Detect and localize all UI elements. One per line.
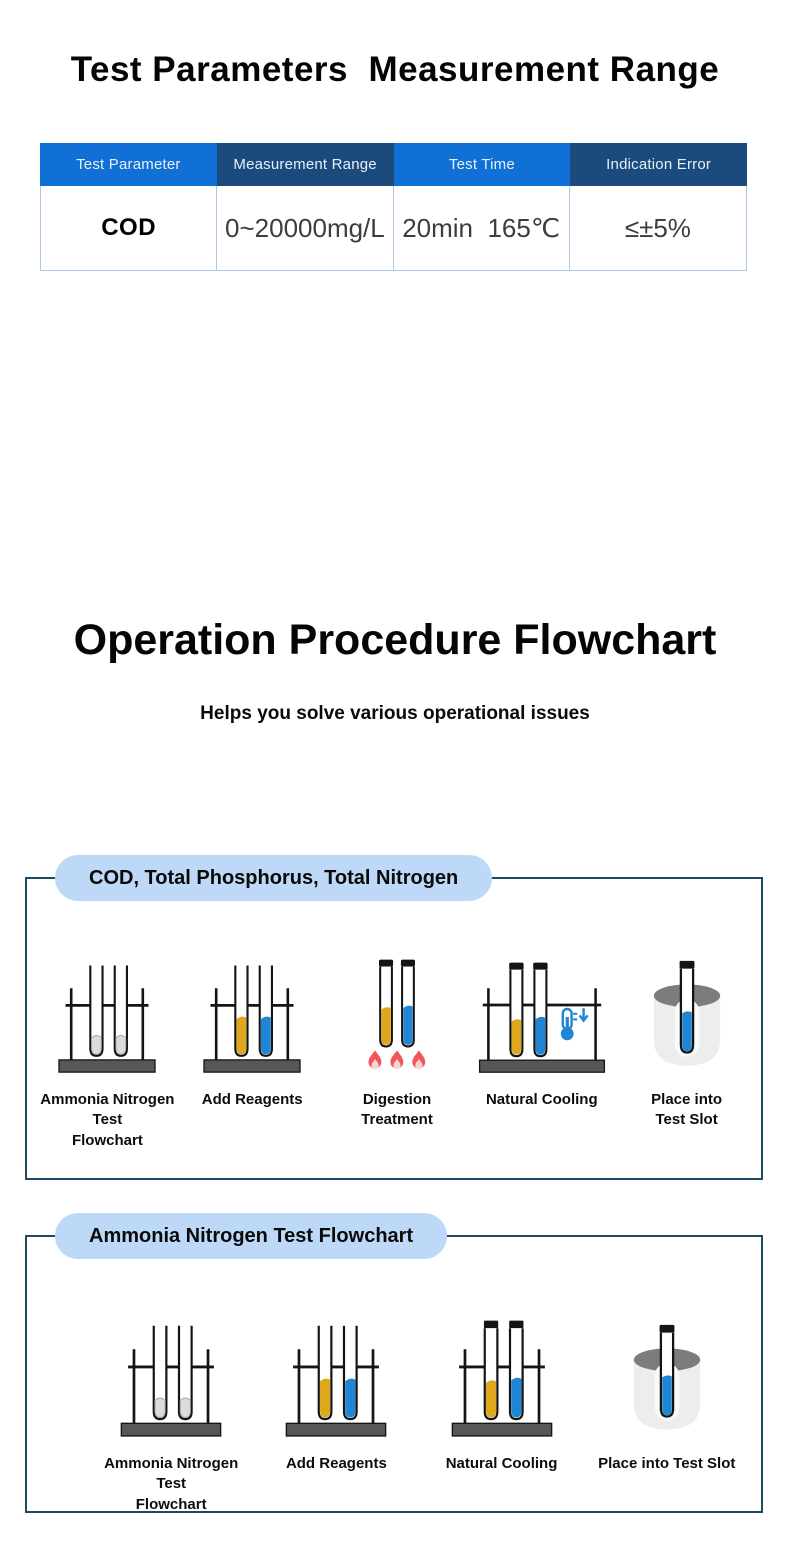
spec-table-header-time: Test Time: [393, 143, 571, 186]
flowchart-step: Place into Test Slot: [586, 1311, 748, 1515]
flowchart-step: Digestion Treatment: [325, 947, 470, 1151]
cell-time: 20min 165℃: [394, 186, 570, 270]
table-row: COD 0~20000mg/L 20min 165℃ ≤±5%: [40, 186, 747, 271]
step-label: Place into Test Slot: [651, 1091, 723, 1129]
flowchart-step: Ammonia Nitrogen Test Flowchart: [90, 1311, 252, 1515]
spec-table: Test Parameter Measurement Range Test Ti…: [40, 143, 747, 271]
test-tube-rack-icon: [54, 947, 160, 1077]
test-slot-icon: [639, 947, 735, 1077]
step-label: Place into Test Slot: [598, 1455, 736, 1472]
flowchart-step: Add Reagents: [255, 1311, 417, 1515]
natural-cooling-icon: [447, 1311, 557, 1441]
spec-table-header-error: Indication Error: [570, 143, 747, 186]
step-label: Natural Cooling: [445, 1455, 558, 1472]
flowchart-step: Add Reagents: [180, 947, 325, 1151]
spec-table-header-row: Test Parameter Measurement Range Test Ti…: [40, 143, 747, 186]
step-label: Natural Cooling: [485, 1091, 598, 1108]
add-reagents-icon: [199, 947, 305, 1077]
step-label: Add Reagents: [201, 1091, 303, 1108]
cell-range: 0~20000mg/L: [217, 186, 394, 270]
natural-cooling-thermometer-icon: [478, 947, 606, 1077]
flowchart-steps: Ammonia Nitrogen Test Flowchart Add Reag…: [35, 947, 759, 1151]
flowchart-box-cod: COD, Total Phosphorus, Total Nitrogen Am…: [25, 855, 763, 1180]
step-label: Add Reagents: [285, 1455, 387, 1472]
page-title: Test Parameters Measurement Range: [70, 50, 720, 89]
step-label: Ammonia Nitrogen Test Flowchart: [40, 1091, 175, 1149]
cell-parameter: COD: [41, 186, 218, 270]
flowchart-title-pill: Ammonia Nitrogen Test Flowchart: [55, 1213, 448, 1259]
flowchart-steps: Ammonia Nitrogen Test Flowchart Add Reag…: [87, 1311, 751, 1515]
flowchart-step: Ammonia Nitrogen Test Flowchart: [35, 947, 180, 1151]
flowchart-section-title: Operation Procedure Flowchart: [73, 616, 717, 664]
flowchart-step: Natural Cooling: [469, 947, 614, 1151]
digestion-flames-icon: [364, 947, 430, 1077]
flowchart-step: Place into Test Slot: [614, 947, 759, 1151]
spec-table-header-parameter: Test Parameter: [40, 143, 217, 186]
flowchart-section-subtitle: Helps you solve various operational issu…: [200, 703, 590, 724]
cell-error: ≤±5%: [624, 212, 691, 243]
flowchart-step: Natural Cooling: [421, 1311, 583, 1515]
thermometer-glyph: [560, 1007, 589, 1041]
flowchart-box-ammonia: Ammonia Nitrogen Test Flowchart Ammonia …: [25, 1213, 763, 1515]
step-label: Ammonia Nitrogen Test Flowchart: [104, 1455, 239, 1513]
test-slot-icon: [619, 1311, 715, 1441]
add-reagents-icon: [281, 1311, 391, 1441]
test-tube-rack-icon: [116, 1311, 226, 1441]
step-label: Digestion Treatment: [361, 1091, 433, 1129]
spec-table-header-range: Measurement Range: [216, 143, 394, 186]
flowchart-title-pill: COD, Total Phosphorus, Total Nitrogen: [55, 855, 493, 901]
